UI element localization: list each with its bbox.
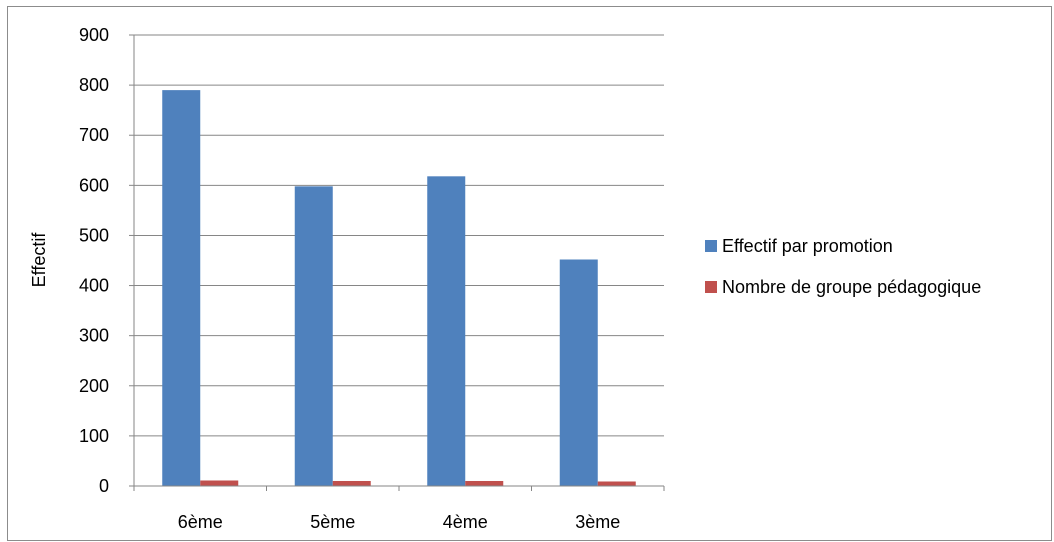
bar-groupes <box>465 480 504 486</box>
bar-effectif <box>294 186 333 486</box>
x-tick-label: 6ème <box>178 512 223 532</box>
y-axis-ticks: 0 100 200 300 400 500 600 700 800 900 <box>79 25 134 496</box>
y-axis-title: Effectif <box>29 232 49 288</box>
y-tick-label: 0 <box>99 476 109 496</box>
bar-effectif <box>559 259 598 486</box>
y-tick-label: 600 <box>79 175 109 195</box>
x-tick-label: 3ème <box>575 512 620 532</box>
y-tick-label: 500 <box>79 225 109 245</box>
legend-swatch-groupes <box>705 281 717 293</box>
x-tick-label: 4ème <box>443 512 488 532</box>
bars <box>162 90 636 486</box>
legend-label-effectif: Effectif par promotion <box>722 235 893 256</box>
legend-item-groupes: Nombre de groupe pédagogique <box>705 277 981 297</box>
y-tick-label: 200 <box>79 376 109 396</box>
legend-label-groupes: Nombre de groupe pédagogique <box>722 276 982 297</box>
y-tick-label: 700 <box>79 125 109 145</box>
y-tick-label: 800 <box>79 75 109 95</box>
bar-effectif <box>162 90 201 486</box>
y-tick-label: 900 <box>79 25 109 45</box>
bar-groupes <box>332 480 371 486</box>
legend-swatch-effectif <box>705 240 717 252</box>
bar-effectif <box>427 176 466 486</box>
y-tick-label: 300 <box>79 326 109 346</box>
bar-groupes <box>200 480 239 486</box>
x-axis-ticks: 6ème 5ème 4ème 3ème <box>133 486 665 532</box>
y-tick-label: 400 <box>79 276 109 296</box>
y-tick-label: 100 <box>79 426 109 446</box>
bar-groupes <box>597 481 636 486</box>
legend-item-effectif: Effectif par promotion <box>705 236 981 256</box>
x-tick-label: 5ème <box>310 512 355 532</box>
legend: Effectif par promotion Nombre de groupe … <box>705 236 981 318</box>
